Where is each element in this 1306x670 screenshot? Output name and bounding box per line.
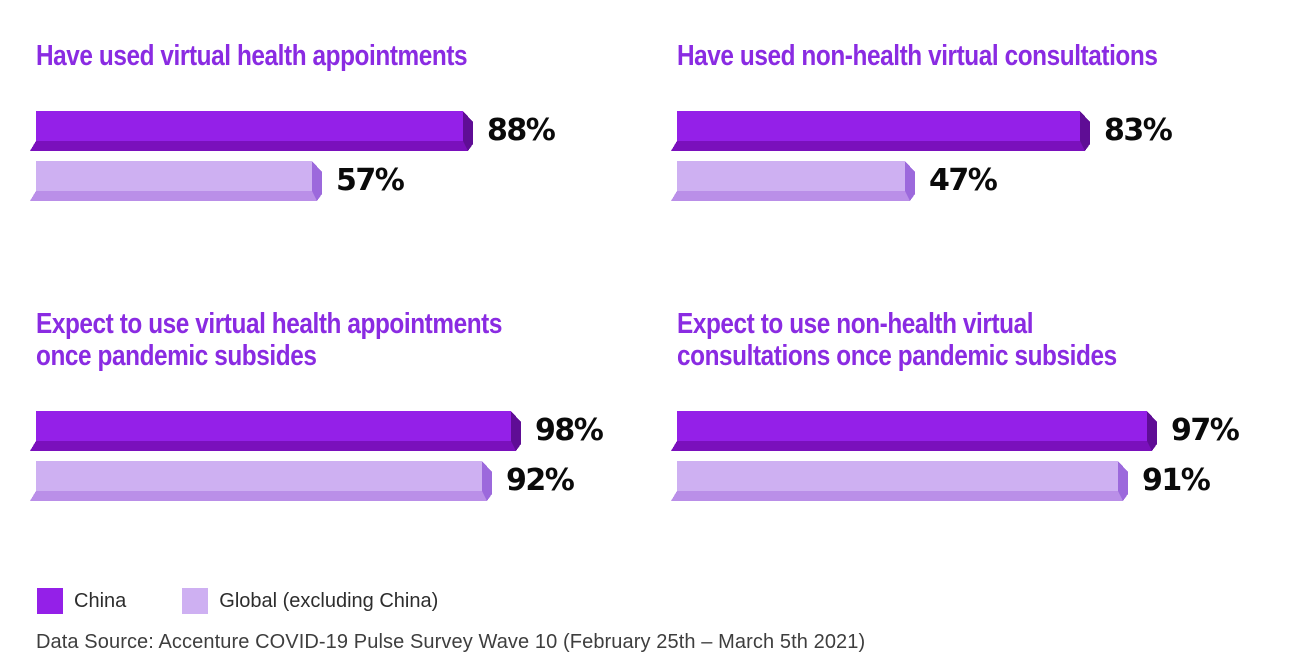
- bar-china: [671, 411, 1157, 451]
- legend-swatch-china-icon: [37, 588, 63, 614]
- panel-title: Have used virtual health appointments: [36, 40, 468, 72]
- bar-row-global: 92%: [30, 461, 636, 501]
- bar-value-label: 97%: [1171, 413, 1240, 448]
- bar-global: [30, 161, 322, 201]
- bar-value-label: 57%: [336, 163, 405, 198]
- bar-global: [671, 161, 915, 201]
- bar-global: [30, 461, 492, 501]
- chart-panel-1: Have used virtual health appointments 88%…: [30, 40, 636, 201]
- bar-value-label: 92%: [506, 463, 575, 498]
- data-source-note: Data Source: Accenture COVID-19 Pulse Su…: [36, 631, 866, 653]
- panel-title: Expect to use non-health virtual consult…: [677, 308, 1117, 372]
- panel-title: Have used non-health virtual consultatio…: [677, 40, 1158, 72]
- bar-china: [30, 411, 521, 451]
- panel-title: Expect to use virtual health appointment…: [36, 308, 503, 372]
- bar-row-china: 88%: [30, 111, 636, 151]
- bar-row-china: 98%: [30, 411, 636, 451]
- legend-item-global: Global (excluding China): [182, 588, 438, 614]
- legend: China Global (excluding China): [37, 588, 438, 614]
- bar-value-label: 98%: [535, 413, 604, 448]
- bar-value-label: 88%: [487, 113, 556, 148]
- bar-china: [671, 111, 1090, 151]
- bar-row-china: 83%: [671, 111, 1277, 151]
- bar-value-label: 83%: [1104, 113, 1173, 148]
- bar-row-china: 97%: [671, 411, 1277, 451]
- bar-group: 88% 57%: [30, 111, 636, 201]
- bar-global: [671, 461, 1128, 501]
- chart-panel-2: Have used non-health virtual consultatio…: [671, 40, 1277, 201]
- legend-swatch-global-icon: [182, 588, 209, 614]
- chart-panel-4: Expect to use non-health virtual consult…: [671, 308, 1277, 501]
- bar-value-label: 47%: [929, 163, 998, 198]
- bar-group: 97% 91%: [671, 411, 1277, 501]
- bar-row-global: 91%: [671, 461, 1277, 501]
- legend-item-china: China: [37, 588, 126, 614]
- chart-panel-3: Expect to use virtual health appointment…: [30, 308, 636, 501]
- bar-row-global: 47%: [671, 161, 1277, 201]
- legend-label-china: China: [74, 590, 127, 612]
- bar-china: [30, 111, 473, 151]
- bar-row-global: 57%: [30, 161, 636, 201]
- bar-value-label: 91%: [1142, 463, 1211, 498]
- legend-label-global: Global (excluding China): [219, 590, 439, 612]
- bar-group: 98% 92%: [30, 411, 636, 501]
- bar-group: 83% 47%: [671, 111, 1277, 201]
